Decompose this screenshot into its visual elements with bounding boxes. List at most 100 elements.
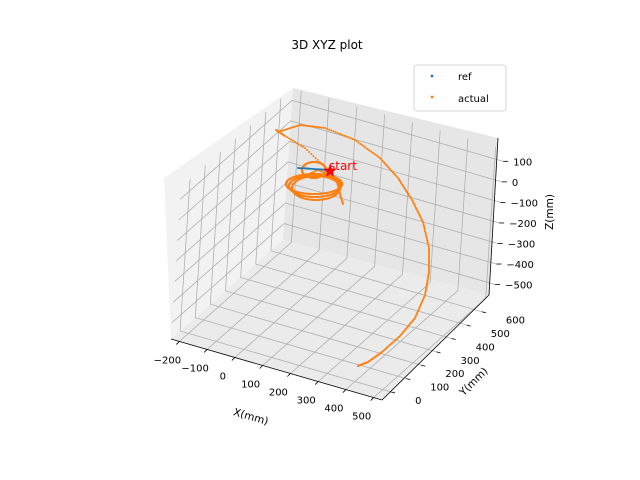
trajectory-point	[334, 176, 338, 180]
z-tick-label: 0	[512, 178, 518, 189]
trajectory-point	[312, 154, 315, 158]
trajectory-point	[409, 197, 413, 200]
y-tick	[436, 351, 441, 354]
z-tick-label: 100	[513, 157, 532, 168]
trajectory-point	[427, 274, 430, 277]
grid-line-z	[173, 202, 497, 303]
legend-label-ref: ref	[458, 72, 472, 83]
trajectory-point	[426, 241, 429, 244]
trajectory-point	[320, 126, 323, 129]
grid-line-x	[206, 98, 330, 350]
trajectory-point	[406, 192, 410, 195]
trajectory-point	[306, 124, 309, 127]
trajectory-point	[315, 169, 318, 172]
trajectory-point	[329, 174, 332, 177]
trajectory-point	[355, 140, 358, 143]
grid-line-z	[177, 140, 501, 241]
trajectory-point	[333, 176, 336, 179]
trajectory-point	[287, 137, 291, 140]
trajectory-point	[300, 176, 303, 179]
trajectory-point	[362, 145, 365, 148]
trajectory-point	[419, 303, 422, 306]
trajectory-point	[324, 172, 327, 175]
trajectory-point	[387, 166, 391, 170]
z-tick-label: −100	[510, 198, 537, 209]
axes	[170, 137, 509, 401]
trajectory-point	[421, 219, 424, 222]
trajectory-point	[310, 152, 313, 156]
trajectory-point	[420, 302, 423, 305]
trajectory-point	[311, 171, 314, 174]
trajectory-point	[307, 172, 311, 176]
trajectory-point	[393, 172, 396, 175]
grid-line-x	[234, 106, 358, 358]
trajectory-point	[427, 262, 431, 265]
grid-line-y	[240, 125, 452, 339]
trajectory-point	[303, 146, 307, 150]
trajectory-point	[427, 272, 430, 275]
trajectory-point	[419, 216, 422, 219]
trajectory-point	[427, 252, 431, 255]
trajectory-point	[427, 255, 431, 258]
trajectory-point	[345, 135, 348, 138]
z-tick-label: −200	[509, 219, 536, 230]
trajectory-point	[281, 129, 284, 132]
trajectory-point	[294, 125, 297, 128]
trajectory-point	[274, 128, 278, 132]
trajectory-point	[427, 257, 431, 260]
trajectory-point	[295, 142, 299, 145]
grid-lines	[171, 90, 504, 398]
trajectory-point	[423, 226, 426, 229]
y-tick	[466, 324, 471, 327]
trajectory-point	[375, 154, 378, 157]
trajectory-point	[427, 250, 431, 253]
trajectory-point	[337, 188, 340, 191]
trajectory-point	[424, 233, 428, 237]
trajectory-point	[373, 153, 376, 156]
trajectory-point	[304, 124, 307, 127]
y-tick	[390, 391, 396, 394]
y-tick-label: 600	[506, 316, 525, 327]
trajectory-point	[384, 162, 387, 165]
trajectory-point	[422, 222, 425, 225]
grid-line-z	[171, 223, 496, 323]
trajectory-point	[351, 138, 354, 141]
grid-line-x	[317, 130, 441, 382]
x-axis-line	[170, 338, 383, 401]
grid-line-x	[262, 114, 386, 366]
trajectory-point	[410, 198, 414, 202]
trajectory-point	[371, 151, 374, 154]
y-tick	[481, 311, 486, 314]
trajectory-point	[427, 258, 431, 262]
trajectory-point	[311, 125, 314, 128]
trajectory-point	[427, 248, 431, 251]
y-axis-line	[381, 294, 490, 401]
trajectory-point	[427, 260, 431, 263]
grid-line-x	[179, 90, 302, 342]
trajectory-point	[413, 203, 416, 206]
trajectory-point	[368, 149, 371, 152]
trajectory-point	[286, 127, 289, 131]
trajectory-point	[421, 298, 424, 301]
trajectory-point	[338, 189, 341, 192]
trajectory-point	[291, 126, 294, 129]
trajectory-actual	[274, 123, 431, 368]
trajectory-point	[427, 270, 431, 274]
trajectory-point	[398, 180, 402, 183]
x-tick	[314, 381, 319, 385]
trajectory-point	[313, 125, 316, 128]
grid-line-x	[345, 138, 469, 390]
trajectory-point	[425, 237, 428, 240]
trajectory-point	[334, 131, 337, 134]
trajectory-point	[299, 144, 303, 147]
trajectory-point	[415, 313, 418, 316]
x-tick-label: −200	[154, 355, 181, 366]
x-tick	[231, 357, 236, 361]
y-tick	[406, 378, 411, 380]
trajectory-point	[349, 137, 352, 140]
trajectory-point	[427, 243, 430, 246]
trajectory-point	[335, 180, 338, 183]
legend-box	[413, 64, 507, 112]
trajectory-point	[359, 142, 362, 145]
pane-left	[164, 88, 293, 339]
